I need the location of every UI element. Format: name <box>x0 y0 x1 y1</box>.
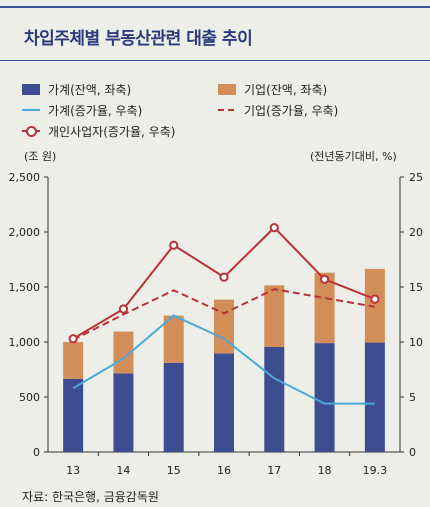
legend-item-corporate-growth: 기업(증가율, 우축) <box>218 101 338 119</box>
x-tick-label: 13 <box>66 464 80 477</box>
legend-label: 개인사업자(증가율, 우축) <box>48 124 176 139</box>
bar-household-balance <box>264 346 285 452</box>
line-corporate-growth <box>72 288 376 341</box>
legend-label: 가계(증가율, 우축) <box>48 103 143 118</box>
x-tick-label: 17 <box>267 464 281 477</box>
left-tick-label: 1,500 <box>9 281 41 294</box>
marker-self-employed-growth <box>118 304 129 314</box>
right-tick-label: 20 <box>409 226 423 239</box>
right-tick-label: 5 <box>409 391 416 404</box>
bar-household-balance <box>113 373 134 452</box>
marker-self-employed-growth <box>68 334 78 344</box>
left-tick-label: 2,000 <box>9 226 41 239</box>
legend-item-self-employed-growth: 개인사업자(증가율, 우축) <box>22 122 175 140</box>
right-tick-label: 0 <box>409 446 416 459</box>
left-tick-label: 500 <box>19 391 40 404</box>
legend-label: 기업(증가율, 우축) <box>244 103 339 118</box>
bar-corporate-balance <box>364 268 385 343</box>
legend-label: 가계(잔액, 좌축) <box>48 82 132 97</box>
legend-swatch-blue-line <box>22 109 40 111</box>
left-tick-label: 2,500 <box>9 171 41 184</box>
chart-title: 차입주체별 부동산관련 대출 추이 <box>24 29 253 49</box>
legend-label: 기업(잔액, 좌축) <box>244 82 328 97</box>
x-tick-label: 19.3 <box>363 464 388 477</box>
marker-self-employed-growth <box>169 240 179 250</box>
marker-self-employed-growth <box>219 272 229 282</box>
marker-self-employed-growth <box>370 294 380 304</box>
bar-corporate-balance <box>314 272 335 344</box>
x-tick-label: 14 <box>116 464 130 477</box>
marker-self-employed-growth <box>269 223 279 233</box>
right-tick-label: 25 <box>409 171 423 184</box>
right-tick-label: 10 <box>409 336 423 349</box>
legend-swatch-orange-bar <box>218 83 236 95</box>
marker-self-employed-growth <box>319 274 330 284</box>
bar-household-balance <box>163 362 184 452</box>
x-tick-label: 16 <box>217 464 231 477</box>
top-rule <box>0 6 430 8</box>
legend-item-household-balance: 가계(잔액, 좌축) <box>22 80 131 98</box>
bar-corporate-balance <box>214 299 234 354</box>
bar-corporate-balance <box>63 342 84 379</box>
chart-area: 0 500 1,000 1,500 2,000 2,500 0 5 10 15 20 25 13 14 15… <box>9 171 424 477</box>
bar-household-balance <box>214 353 234 452</box>
source-note: 자료: 한국은행, 금융감독원 <box>22 490 159 504</box>
left-tick-label: 0 <box>33 446 40 459</box>
bar-corporate-balance <box>113 331 134 374</box>
title-rule <box>0 60 430 61</box>
left-tick-label: 1,000 <box>9 336 41 349</box>
legend-swatch-dashed-line <box>218 109 236 111</box>
legend-swatch-navy-bar <box>22 83 40 95</box>
left-axis-unit: (조 원) <box>24 150 57 163</box>
right-axis-unit: (전년동기대비, %) <box>310 150 397 163</box>
legend-item-corporate-balance: 기업(잔액, 좌축) <box>218 80 327 98</box>
legend-item-household-growth: 가계(증가율, 우축) <box>22 101 142 119</box>
bar-household-balance <box>364 342 385 452</box>
line-household-growth <box>72 314 375 405</box>
bar-corporate-balance <box>163 315 184 363</box>
x-tick-label: 15 <box>167 464 181 477</box>
right-tick-label: 15 <box>409 281 423 294</box>
legend-swatch-circle-marker <box>22 125 40 137</box>
bar-household-balance <box>314 343 335 452</box>
bar-corporate-balance <box>264 285 285 347</box>
x-tick-label: 18 <box>318 464 332 477</box>
bar-household-balance <box>63 378 84 452</box>
